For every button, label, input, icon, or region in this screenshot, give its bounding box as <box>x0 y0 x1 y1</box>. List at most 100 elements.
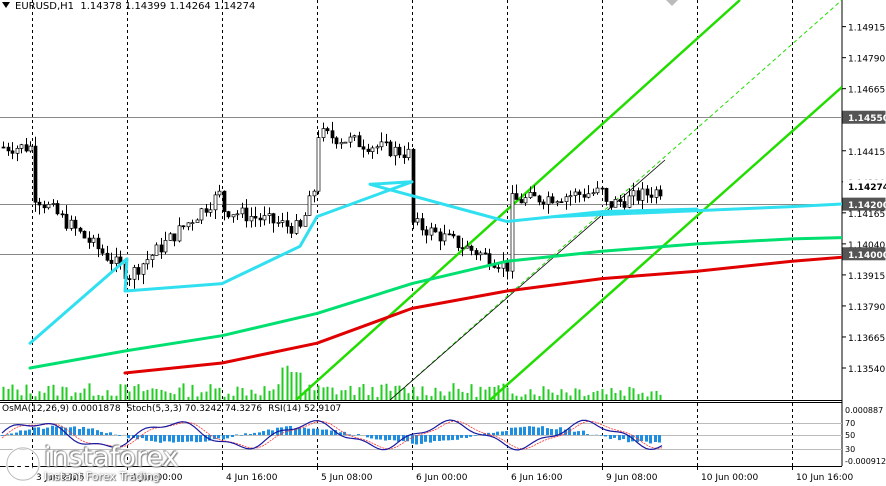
candle-body <box>64 213 69 229</box>
channel-upper-line <box>295 0 741 400</box>
time-label: 6 Jun 16:00 <box>511 473 563 483</box>
candle-body <box>141 263 146 275</box>
candle-body <box>447 233 452 236</box>
candle-body <box>46 204 51 209</box>
candle-body <box>204 208 209 213</box>
candle-body <box>429 227 434 236</box>
candle-body <box>289 226 294 234</box>
candle-body <box>235 213 240 216</box>
indicator-scale-label: 70 <box>845 419 855 428</box>
candle-body <box>532 192 537 197</box>
indicator-scale-label: 50 <box>845 431 855 440</box>
candle-body <box>271 213 276 224</box>
moving-averages <box>28 180 842 375</box>
candle-body <box>424 229 429 236</box>
indicator-scale-label: 0.000887 <box>845 406 883 415</box>
rsi-label: RSI(14) 52.9107 <box>268 404 342 414</box>
candle-body <box>1 146 6 149</box>
candle-body <box>546 196 551 205</box>
candle-body <box>627 195 632 208</box>
candle-body <box>636 190 641 201</box>
price-tick-label: 1.13790 <box>848 303 885 313</box>
candle-body <box>330 130 335 139</box>
candle-body <box>388 141 393 157</box>
dropdown-triangle-icon[interactable] <box>2 2 10 8</box>
moving-average-line <box>28 180 842 345</box>
candle-body <box>379 141 384 148</box>
time-label: 5 Jun 08:00 <box>321 473 373 483</box>
candle-body <box>321 128 326 138</box>
candle-body <box>51 203 56 205</box>
candle-body <box>240 207 245 215</box>
candle-body <box>384 141 389 144</box>
candle-body <box>343 141 348 144</box>
price-tick-label: 1.14665 <box>848 86 885 96</box>
candle-body <box>640 188 645 201</box>
time-label: 6 Jun 00:00 <box>416 473 468 483</box>
time-label: 4 Jun 00:00 <box>131 473 183 483</box>
candle-body <box>586 193 591 198</box>
candle-body <box>177 225 182 242</box>
candle-body <box>262 215 267 221</box>
time-label: 4 Jun 16:00 <box>226 473 278 483</box>
stoch-main-line <box>1 419 663 451</box>
candle-body <box>654 189 659 198</box>
candle-body <box>613 199 618 208</box>
candle-body <box>568 195 573 198</box>
candle-body <box>438 231 443 242</box>
moving-average-line <box>123 255 842 375</box>
candle-body <box>649 194 654 198</box>
candle-body <box>366 148 371 152</box>
candle-body <box>519 199 524 204</box>
candle-body <box>496 267 501 269</box>
level-label-box <box>842 247 886 261</box>
candle-body <box>145 259 150 265</box>
candle-body <box>6 146 11 152</box>
candle-body <box>78 227 83 232</box>
level-lines <box>0 117 842 255</box>
candle-body <box>550 196 555 204</box>
candle-body <box>154 244 159 256</box>
indicator-scale-label: 30 <box>845 445 855 454</box>
candle-body <box>280 220 285 223</box>
candle-body <box>618 199 623 202</box>
channel-lower-line <box>489 86 842 400</box>
candle-body <box>415 218 420 223</box>
candle-body <box>253 216 258 219</box>
candle-body <box>199 208 204 221</box>
logo-tagline: Instant Forex Trading <box>44 470 160 483</box>
candle-body <box>109 259 114 264</box>
price-scale: 1.149151.147901.146651.145401.144151.142… <box>842 24 886 375</box>
scroll-marker-icon[interactable] <box>666 0 678 6</box>
candle-body <box>528 192 533 198</box>
candle-body <box>348 136 353 143</box>
volume-bars <box>2 365 662 400</box>
moving-average-line <box>28 236 842 370</box>
level-label: 1.14550 <box>848 114 886 124</box>
candle-body <box>55 203 60 215</box>
candle-body <box>433 227 438 233</box>
candle-body <box>190 222 195 224</box>
price-tick-label: 1.14790 <box>848 55 885 65</box>
candle-body <box>510 193 515 272</box>
oscillator-panel <box>0 419 842 451</box>
candle-body <box>478 252 483 256</box>
candle-body <box>163 240 168 253</box>
price-tick-label: 1.13915 <box>848 272 885 282</box>
candle-body <box>82 230 87 239</box>
candle-body <box>465 245 470 249</box>
candle-body <box>505 261 510 272</box>
indicator-header: OsMA(12,26,9) 0.0001878 Stoch(5,3,3) 70.3… <box>2 404 347 414</box>
time-label: 10 Jun 16:00 <box>796 473 853 483</box>
candle-body <box>559 201 564 204</box>
candle-body <box>37 201 42 206</box>
candle-body <box>172 233 177 242</box>
instaforex-logo-mark-icon <box>5 446 41 482</box>
candle-body <box>361 146 366 150</box>
candle-body <box>577 191 582 195</box>
candle-body <box>595 187 600 194</box>
candle-body <box>28 145 33 152</box>
instaforex-logo: instaforex Instant Forex Trading <box>4 444 178 484</box>
candle-body <box>100 248 105 254</box>
